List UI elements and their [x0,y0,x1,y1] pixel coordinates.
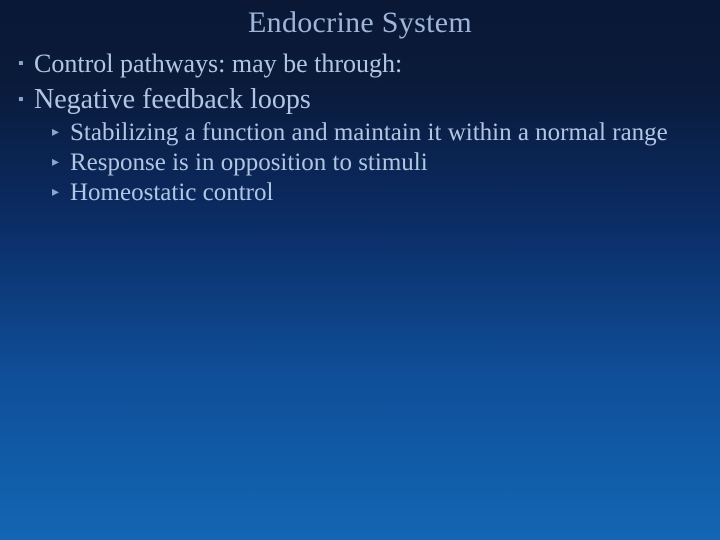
sub-list-item: ▸ Stabilizing a function and maintain it… [52,118,702,148]
slide-content: ▪ Control pathways: may be through: ▪ Ne… [0,40,720,208]
square-bullet-icon: ▪ [18,84,34,116]
list-item: ▪ Control pathways: may be through: [18,48,702,80]
list-item-text: Negative feedback loops [34,84,311,116]
square-bullet-icon: ▪ [18,48,34,80]
sub-list-item-text: Response is in opposition to stimuli [70,148,428,178]
sub-list: ▸ Stabilizing a function and maintain it… [18,118,702,208]
sub-list-item: ▸ Homeostatic control [52,178,702,208]
sub-list-item-text: Homeostatic control [70,178,273,208]
sub-list-item-text: Stabilizing a function and maintain it w… [70,118,668,148]
list-item: ▪ Negative feedback loops [18,84,702,116]
sub-list-item: ▸ Response is in opposition to stimuli [52,148,702,178]
triangle-bullet-icon: ▸ [52,148,70,178]
triangle-bullet-icon: ▸ [52,118,70,148]
slide: Endocrine System ▪ Control pathways: may… [0,0,720,540]
list-item-text: Control pathways: may be through: [34,48,402,80]
slide-title: Endocrine System [0,0,720,40]
triangle-bullet-icon: ▸ [52,178,70,208]
